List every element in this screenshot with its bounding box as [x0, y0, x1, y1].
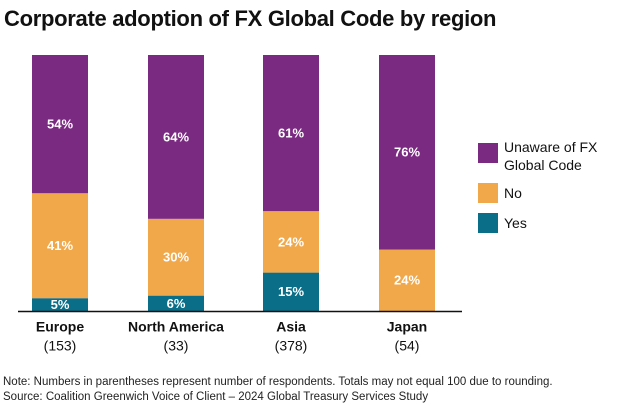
bar-segment [379, 249, 435, 311]
x-tick-label: Europe [36, 319, 84, 335]
legend-label: Yes [504, 215, 527, 231]
bar-segment [263, 272, 319, 311]
respondents-label: (378) [275, 338, 308, 354]
bar-segment [148, 218, 204, 296]
legend-swatch [478, 183, 498, 203]
bar-segment [263, 211, 319, 273]
data-label: 61% [278, 126, 304, 141]
x-tick-label: North America [128, 319, 224, 335]
note: Note: Numbers in parentheses represent n… [3, 376, 553, 388]
legend-swatch [478, 213, 498, 233]
x-tick-label: Asia [276, 319, 306, 335]
bar-segment [148, 55, 204, 219]
data-label: 6% [167, 296, 186, 311]
data-label: 5% [51, 297, 70, 312]
respondents-label: (153) [44, 338, 77, 354]
bar-segment [32, 55, 88, 194]
legend-swatch [478, 143, 498, 163]
bar-segment [379, 55, 435, 250]
respondents-label: (33) [164, 338, 189, 354]
source: Source: Coalition Greenwich Voice of Cli… [3, 391, 429, 403]
data-label: 30% [163, 250, 189, 265]
bar-segment [32, 193, 88, 299]
data-label: 64% [163, 129, 189, 144]
data-label: 76% [394, 145, 420, 160]
bar-segment [32, 298, 88, 311]
chart-title: Corporate adoption of FX Global Code by … [4, 6, 497, 31]
data-label: 24% [394, 273, 420, 288]
x-tick-label: Japan [387, 319, 427, 335]
data-label: 24% [278, 234, 304, 249]
respondents-label: (54) [395, 338, 420, 354]
data-label: 54% [47, 117, 73, 132]
legend-label: No [504, 185, 522, 201]
data-label: 41% [47, 238, 73, 253]
bar-segment [148, 295, 204, 311]
bar-segment [263, 55, 319, 212]
legend-label: Unaware of FX Global Code [504, 139, 598, 173]
data-label: 15% [278, 284, 304, 299]
